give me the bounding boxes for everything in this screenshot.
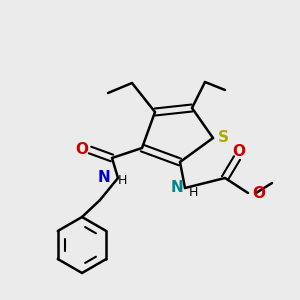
Text: O: O — [76, 142, 88, 158]
Text: H: H — [188, 185, 198, 199]
Text: O: O — [232, 145, 245, 160]
Text: H: H — [117, 175, 127, 188]
Text: N: N — [170, 181, 183, 196]
Text: O: O — [252, 185, 265, 200]
Text: S: S — [218, 130, 229, 146]
Text: N: N — [97, 170, 110, 185]
